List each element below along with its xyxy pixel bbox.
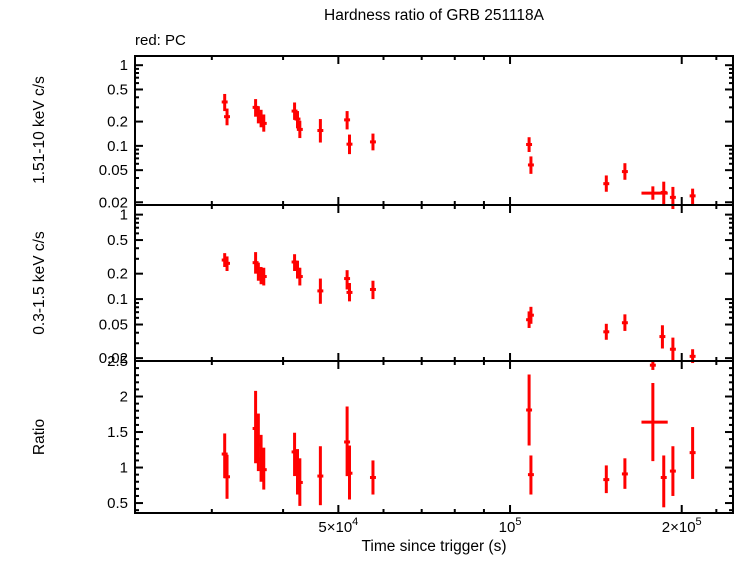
y-tick-label: 0.1 bbox=[107, 291, 128, 308]
x-tick-label: 105 bbox=[499, 516, 522, 536]
data-points bbox=[221, 252, 696, 370]
panel-soft: 1 0.5 0.2 0.1 0.05 0.02 bbox=[99, 204, 734, 370]
legend-mode-label: red: PC bbox=[135, 32, 186, 49]
y-tick-label: 1 bbox=[120, 460, 128, 477]
panel-frame bbox=[134, 204, 734, 362]
data-points bbox=[221, 374, 696, 508]
panel-frame bbox=[134, 360, 734, 514]
x-tick-label: 2×105 bbox=[662, 516, 702, 536]
y-tick-label: 2 bbox=[120, 389, 128, 406]
y-tick-label: 0.1 bbox=[107, 138, 128, 155]
y-tick-label: 1.5 bbox=[107, 424, 128, 441]
panel-frame bbox=[134, 55, 734, 206]
y-tick-label: 2.5 bbox=[107, 353, 128, 370]
panel-ratio: 2.5 2 1.5 1 0.5 bbox=[107, 353, 734, 514]
data-points bbox=[221, 93, 696, 210]
y-tick-label: 0.2 bbox=[107, 114, 128, 131]
y-tick-label: 0.2 bbox=[107, 266, 128, 283]
y-tick-label: 0.5 bbox=[107, 81, 128, 98]
y-tick-label: 0.5 bbox=[107, 232, 128, 249]
y-tick-label: 1 bbox=[120, 207, 128, 224]
y-tick-label: 0.05 bbox=[99, 317, 128, 334]
y-tick-label: 0.02 bbox=[99, 350, 128, 367]
panel-hard: 1 0.5 0.2 0.1 0.05 0.02 bbox=[99, 55, 734, 211]
y-tick-label: 1 bbox=[120, 57, 128, 74]
y-tick-label: 0.02 bbox=[99, 194, 128, 211]
y-tick-label: 0.5 bbox=[107, 495, 128, 512]
x-axis-label: Time since trigger (s) bbox=[361, 538, 507, 555]
x-tick-label: 5×104 bbox=[318, 516, 358, 536]
y-tick-label: 0.05 bbox=[99, 162, 128, 179]
chart-title: Hardness ratio of GRB 251118A bbox=[324, 7, 544, 24]
